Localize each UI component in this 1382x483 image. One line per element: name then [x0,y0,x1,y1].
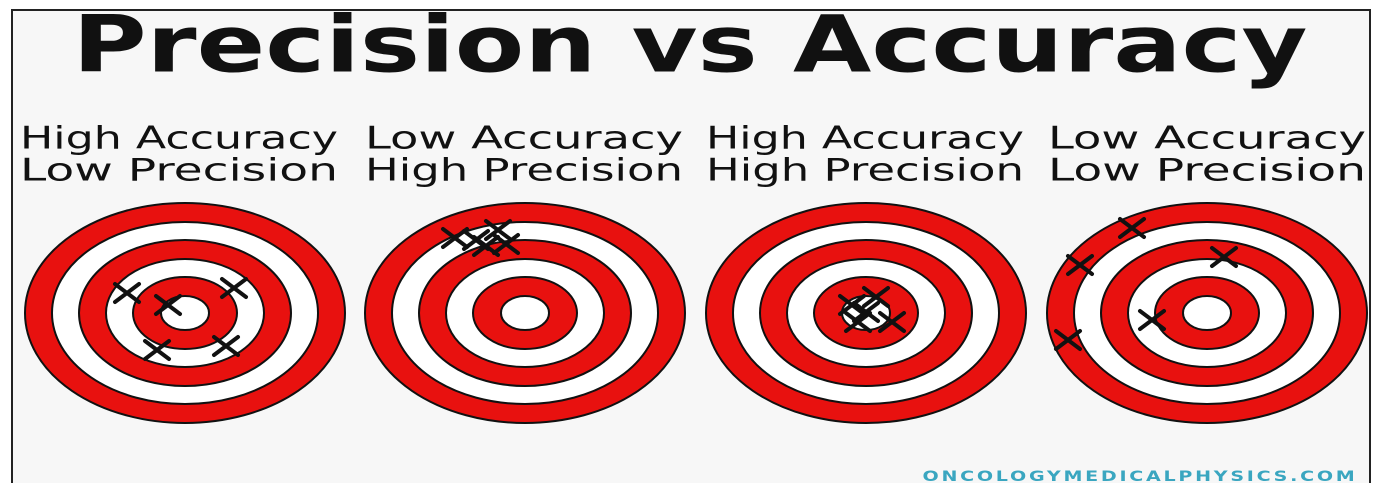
target-ring [1183,296,1231,330]
panel-label: Low Precision [20,153,338,189]
target-ring [501,296,549,330]
target-ring [161,296,209,330]
panel-label: Low Precision [1048,153,1366,189]
title: Precision vs Accuracy [73,0,1308,90]
panel-label: High Precision [365,153,683,189]
panel-label: High Accuracy [20,121,338,157]
infographic: Precision vs Accuracy High AccuracyLow P… [0,0,1382,483]
panel-label: Low Accuracy [1048,121,1366,157]
panel-label: High Precision [706,153,1024,189]
panel-label: Low Accuracy [365,121,683,157]
panel-label: High Accuracy [706,121,1024,157]
credit: ONCOLOGYMEDICALPHYSICS.COM [923,469,1358,483]
